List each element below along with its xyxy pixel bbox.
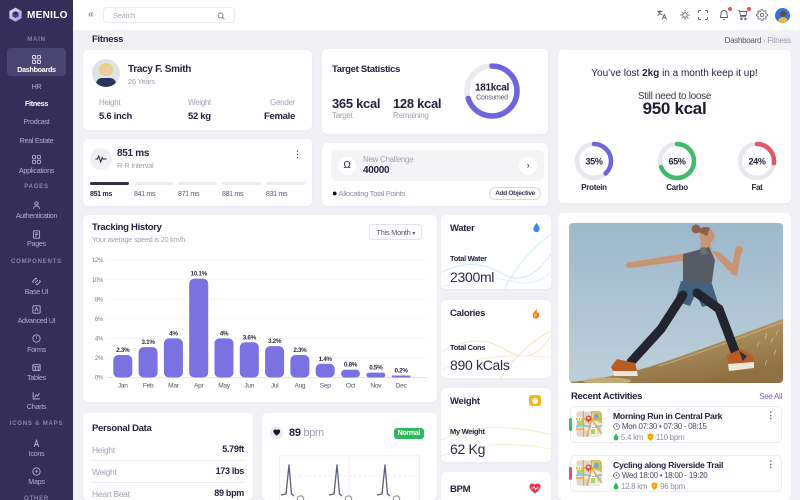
svg-text:✓: ✓ [653,484,656,488]
svg-text:3.2%: 3.2% [268,338,282,345]
svg-text:✓: ✓ [649,435,652,439]
svg-text:4%: 4% [169,330,178,337]
svg-text:12%: 12% [92,258,104,264]
svg-text:65%: 65% [668,157,685,167]
svg-text:Mar: Mar [168,383,180,390]
svg-text:0.5%: 0.5% [369,365,383,372]
svg-text:Consumed: Consumed [476,95,508,102]
svg-text:Jun: Jun [244,383,254,390]
svg-text:3.1%: 3.1% [142,339,156,346]
svg-text:0%: 0% [95,376,104,382]
svg-text:35%: 35% [585,157,602,167]
svg-text:1.4%: 1.4% [319,356,333,363]
svg-text:2%: 2% [95,356,104,362]
svg-text:6%: 6% [95,317,104,323]
svg-text:2.3%: 2.3% [116,347,130,354]
svg-text:Dec: Dec [396,383,408,390]
svg-text:Aug: Aug [294,383,305,390]
svg-text:Apr: Apr [194,383,204,390]
svg-text:Feb: Feb [143,383,154,390]
svg-text:24%: 24% [748,157,765,167]
svg-text:Nov: Nov [370,383,382,390]
svg-text:May: May [218,383,231,390]
svg-text:Jan: Jan [118,383,128,390]
svg-text:Jul: Jul [271,383,279,390]
svg-text:10.1%: 10.1% [191,271,208,278]
svg-text:4%: 4% [220,330,229,337]
svg-text:0.2%: 0.2% [395,368,409,375]
svg-text:0.8%: 0.8% [344,362,358,369]
svg-text:8%: 8% [95,297,104,303]
svg-text:2.3%: 2.3% [293,347,307,354]
svg-text:Sep: Sep [320,383,331,390]
svg-text:181kcal: 181kcal [475,83,510,94]
svg-text:10%: 10% [92,278,104,284]
svg-text:Oct: Oct [346,383,356,390]
svg-text:4%: 4% [95,337,104,343]
svg-text:3.6%: 3.6% [243,334,257,341]
